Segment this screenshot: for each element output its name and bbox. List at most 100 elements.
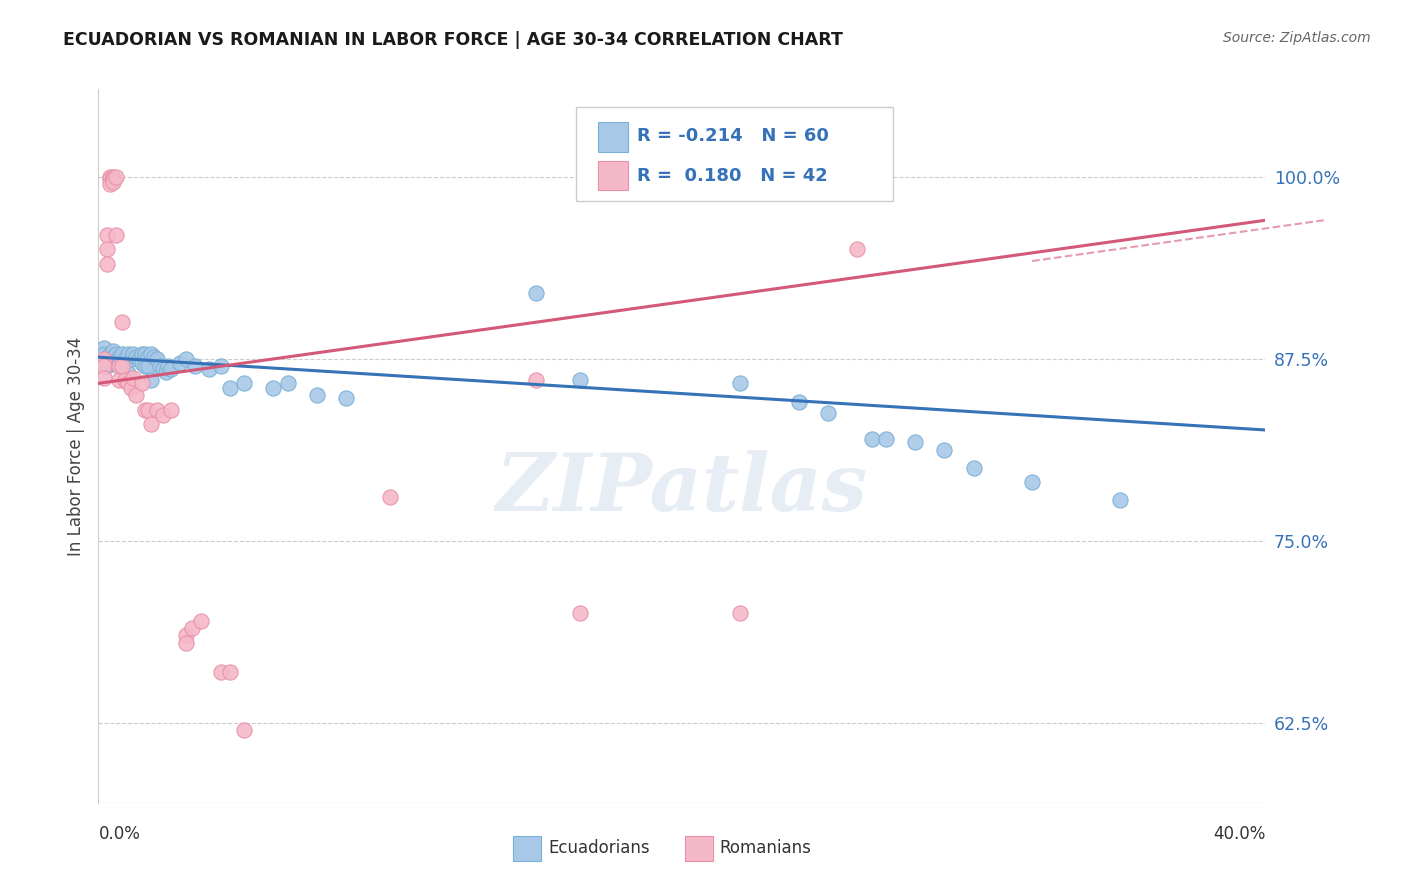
Point xyxy=(96,257,118,271)
Point xyxy=(122,370,145,384)
Point xyxy=(1021,475,1043,490)
Point xyxy=(787,395,810,409)
Point xyxy=(134,402,156,417)
Point xyxy=(524,374,547,388)
Point xyxy=(93,370,115,384)
Point xyxy=(169,356,191,370)
Point xyxy=(378,490,402,504)
Point xyxy=(568,374,591,388)
Point xyxy=(180,621,202,635)
Point xyxy=(134,359,156,373)
Point xyxy=(568,607,591,621)
Text: Ecuadorians: Ecuadorians xyxy=(548,839,650,857)
Point xyxy=(218,381,240,395)
Point xyxy=(875,432,897,446)
Point xyxy=(111,359,134,373)
Point xyxy=(198,361,221,376)
Point xyxy=(139,347,162,361)
Point xyxy=(93,359,115,373)
Point xyxy=(98,169,121,184)
Point xyxy=(149,359,172,373)
Point xyxy=(98,172,121,186)
Point xyxy=(262,381,284,395)
Point xyxy=(218,665,240,679)
Text: 0.0%: 0.0% xyxy=(98,824,141,843)
Point xyxy=(111,347,134,361)
Point xyxy=(96,227,118,242)
Point xyxy=(174,351,197,366)
Point xyxy=(93,351,115,366)
Point xyxy=(104,356,127,370)
Point xyxy=(120,381,142,395)
Point xyxy=(524,286,547,301)
Point xyxy=(134,347,156,361)
Point xyxy=(104,227,127,242)
Point xyxy=(136,359,159,373)
Point xyxy=(96,351,118,366)
Point xyxy=(152,361,174,376)
Point xyxy=(98,356,121,370)
Point xyxy=(108,350,131,364)
Point xyxy=(125,388,148,402)
Point xyxy=(101,344,124,359)
Point xyxy=(152,409,174,423)
Point xyxy=(209,665,232,679)
Point xyxy=(101,172,124,186)
Point xyxy=(98,347,121,361)
Point xyxy=(111,356,134,370)
Point xyxy=(139,417,162,432)
Point xyxy=(136,350,159,364)
Point xyxy=(93,347,115,361)
Point xyxy=(101,169,124,184)
Point xyxy=(817,405,839,419)
Point xyxy=(139,374,162,388)
Point xyxy=(98,177,121,191)
Text: Romanians: Romanians xyxy=(720,839,811,857)
Point xyxy=(104,347,127,361)
Point xyxy=(1108,492,1130,507)
Point xyxy=(117,347,139,361)
Point xyxy=(101,175,124,189)
Point xyxy=(142,350,165,364)
Point xyxy=(155,365,177,379)
Y-axis label: In Labor Force | Age 30-34: In Labor Force | Age 30-34 xyxy=(66,336,84,556)
Point xyxy=(728,607,751,621)
Point xyxy=(146,402,169,417)
Point xyxy=(108,374,131,388)
Point xyxy=(146,351,169,366)
Point xyxy=(114,360,136,375)
Point xyxy=(233,723,256,737)
Point xyxy=(96,243,118,257)
Point xyxy=(904,434,927,449)
Point xyxy=(157,359,180,373)
Point xyxy=(101,350,124,364)
Point xyxy=(93,342,115,356)
Text: R =  0.180   N = 42: R = 0.180 N = 42 xyxy=(637,167,828,185)
Point xyxy=(860,432,883,446)
Point xyxy=(190,614,212,628)
Point xyxy=(114,374,136,388)
Point xyxy=(131,376,153,391)
Point xyxy=(128,351,150,366)
Point xyxy=(114,351,136,366)
Point xyxy=(160,402,183,417)
Text: ZIPatlas: ZIPatlas xyxy=(496,450,868,527)
Point xyxy=(845,243,868,257)
Point xyxy=(277,376,299,391)
Point xyxy=(131,356,153,370)
Point xyxy=(122,347,145,361)
Point xyxy=(233,376,256,391)
Point xyxy=(728,376,751,391)
Point xyxy=(104,169,127,184)
Point xyxy=(96,359,118,373)
Point xyxy=(183,359,205,373)
Point xyxy=(131,347,153,361)
Point xyxy=(117,366,139,380)
Point xyxy=(120,351,142,366)
Point xyxy=(136,402,159,417)
Point xyxy=(160,361,183,376)
Point xyxy=(934,443,956,458)
Point xyxy=(307,388,329,402)
Point xyxy=(108,359,131,373)
Point xyxy=(125,350,148,364)
